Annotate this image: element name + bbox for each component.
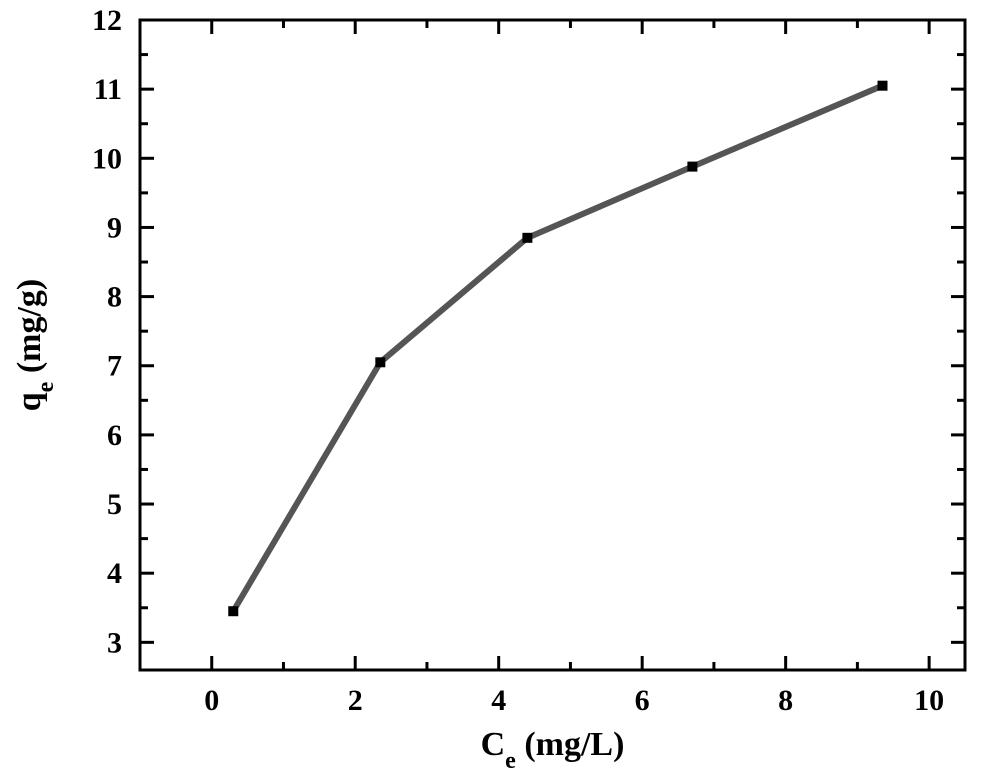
y-tick-label: 11 xyxy=(94,73,122,106)
y-tick-label: 12 xyxy=(92,4,122,37)
y-tick-label: 6 xyxy=(107,419,122,452)
y-tick-label: 3 xyxy=(107,626,122,659)
data-point-marker xyxy=(375,357,385,367)
x-tick-label: 10 xyxy=(914,684,944,717)
x-tick-label: 2 xyxy=(348,684,363,717)
data-point-marker xyxy=(687,162,697,172)
x-tick-label: 8 xyxy=(778,684,793,717)
x-tick-label: 0 xyxy=(204,684,219,717)
y-tick-label: 7 xyxy=(107,350,122,383)
chart-container: 02468103456789101112Ce (mg/L)qe (mg/g) xyxy=(0,0,1000,775)
y-tick-label: 9 xyxy=(107,211,122,244)
data-point-marker xyxy=(228,606,238,616)
x-tick-label: 4 xyxy=(491,684,506,717)
x-tick-label: 6 xyxy=(635,684,650,717)
y-tick-label: 8 xyxy=(107,281,122,314)
y-tick-label: 10 xyxy=(92,142,122,175)
data-point-marker xyxy=(878,81,888,91)
data-point-marker xyxy=(522,233,532,243)
y-tick-label: 4 xyxy=(107,557,122,590)
adsorption-chart: 02468103456789101112Ce (mg/L)qe (mg/g) xyxy=(0,0,1000,775)
y-tick-label: 5 xyxy=(107,488,122,521)
